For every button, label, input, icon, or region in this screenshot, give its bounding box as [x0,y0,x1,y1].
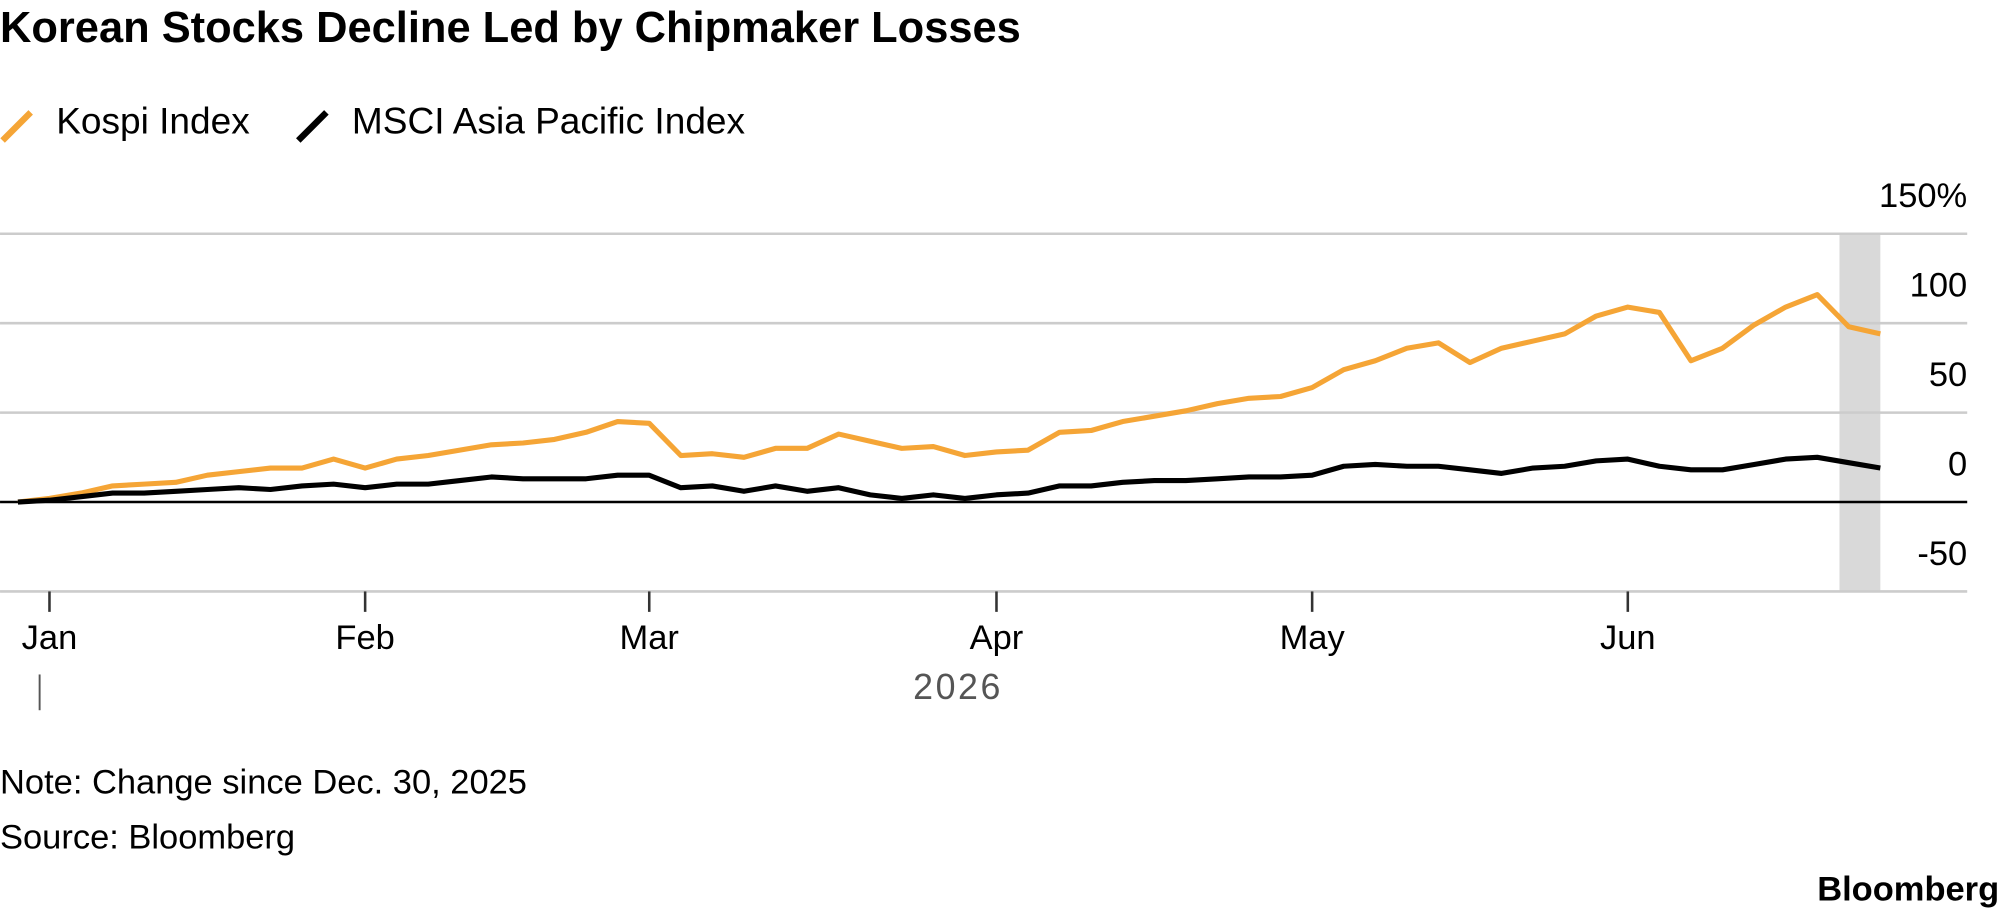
series-line [17,292,1881,505]
source: Source: Bloomberg [0,818,295,856]
x-tick-label: Feb [335,619,394,657]
series-line [17,454,1881,505]
x-tick-label: Jan [22,619,78,657]
note: Note: Change since Dec. 30, 2025 [0,763,527,801]
y-tick-label: 100 [1910,267,1968,305]
legend-label: Kospi Index [56,100,250,142]
y-tick-label: 150% [1879,177,1967,215]
x-tick-label: Jun [1600,619,1656,657]
x-tick-label: Apr [970,619,1024,657]
x-tick-label: Mar [620,619,679,657]
y-tick-label: 50 [1929,356,1967,394]
legend-label: MSCI Asia Pacific Index [352,100,746,142]
brand: Bloomberg [1817,871,1999,909]
legend-swatch [0,110,33,143]
chart-title: Korean Stocks Decline Led by Chipmaker L… [0,4,1021,52]
x-tick-label: May [1280,619,1346,657]
x-axis-label: 2026 [913,667,1003,707]
legend-swatch [296,110,329,143]
y-tick-label: -50 [1917,535,1967,573]
y-tick-label: 0 [1948,445,1967,483]
